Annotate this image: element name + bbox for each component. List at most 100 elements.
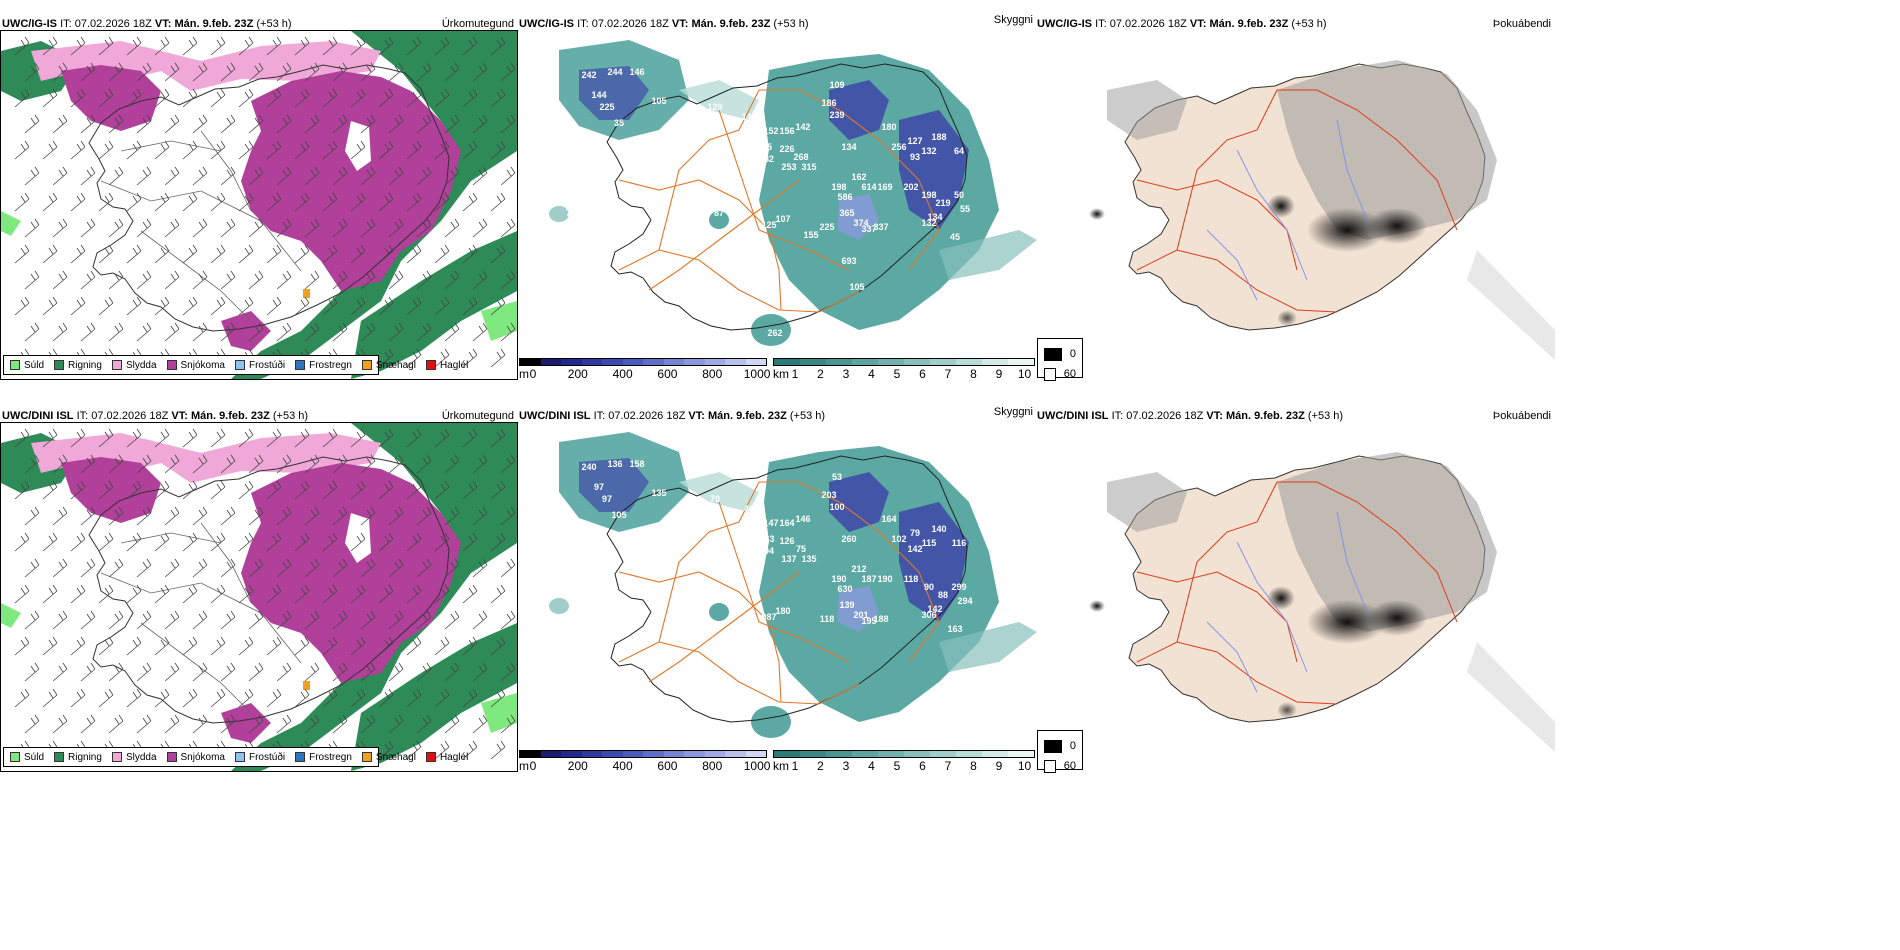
visibility-scale: km 1 2 3 4 5 6 7 8 9 10 [773, 358, 1035, 381]
height-label: 586 [837, 192, 852, 202]
height-label: 188 [931, 132, 946, 142]
cloud-legend: 0 60 [1037, 338, 1083, 381]
height-label: 136 [607, 459, 622, 469]
height-label: 93 [910, 152, 920, 162]
scale-cell [684, 751, 705, 757]
panel-title: UWC/IG-IS IT: 07.02.2026 18Z VT: Mán. 9.… [519, 18, 809, 30]
scale-tick-label: 2 [817, 759, 824, 773]
legend-swatch [295, 752, 306, 762]
height-label: 82 [764, 154, 774, 164]
scale-cell [1008, 751, 1034, 757]
legend-item: Frostúði [234, 360, 285, 371]
scale-cell [725, 359, 746, 365]
precip-type-panel-row1: UWC/IG-IS IT: 07.02.2026 18Z VT: Mán. 9.… [0, 14, 518, 380]
scale-cell [561, 751, 582, 757]
legend-swatch [361, 752, 372, 762]
height-label: 74 [566, 208, 576, 218]
scale-cells [519, 358, 767, 366]
fog-map[interactable] [1037, 30, 1555, 380]
precip-type-panel-row2: UWC/DINI ISL IT: 07.02.2026 18Z VT: Mán.… [0, 406, 518, 772]
cloud-legend-value: 0 [1069, 348, 1076, 360]
height-label: 142 [927, 604, 942, 614]
height-label: 244 [607, 67, 622, 77]
precip-legend: Súld Rigning Slydda Snjókoma Frostúði Frostre… [3, 747, 468, 767]
height-label: 45 [950, 232, 960, 242]
height-label: 109 [829, 80, 844, 90]
precip-map[interactable] [0, 30, 518, 380]
scale-tick-label: 4 [868, 759, 875, 773]
height-label: 630 [837, 584, 852, 594]
panel-parameter-label: Úrkomutegund [441, 18, 514, 30]
cloud-legend-swatch [1044, 739, 1062, 753]
legend-item: Slydda [111, 752, 157, 763]
height-label: 147 [763, 518, 778, 528]
height-label: 201 [853, 610, 868, 620]
legend-swatch [54, 752, 65, 762]
legend-swatch [425, 752, 436, 762]
scale-cell [725, 751, 746, 757]
height-label: 97 [602, 494, 612, 504]
scale-unit: km [773, 367, 789, 381]
scale-cell [774, 751, 800, 757]
legend-label: Haglél [439, 751, 469, 763]
height-label: 125 [761, 220, 776, 230]
scale-tick-label: 10 [1017, 759, 1032, 773]
panel-title: UWC/IG-IS IT: 07.02.2026 18Z VT: Mán. 9.… [1037, 18, 1327, 30]
height-label: 262 [767, 328, 782, 338]
legend-swatch [111, 360, 122, 370]
cloud-legend-value: 60 [1063, 760, 1076, 772]
fog-map[interactable] [1037, 422, 1555, 772]
legend-swatch [295, 360, 306, 370]
height-label: 132 [921, 218, 936, 228]
legend-label: Frostúði [248, 751, 286, 763]
precip-map[interactable] [0, 422, 518, 772]
height-label: 156 [779, 126, 794, 136]
height-label: 53 [832, 472, 842, 482]
precip-map-canvas [1, 31, 517, 379]
panel-title: UWC/DINI ISL IT: 07.02.2026 18Z VT: Mán.… [1037, 410, 1344, 422]
scale-tick-label: 10 [1017, 367, 1032, 381]
scale-tick-label: 600 [657, 759, 678, 773]
height-label: 115 [922, 538, 937, 548]
precip-map-canvas [1, 423, 517, 771]
legend-label: Súld [24, 751, 45, 763]
height-label: 97 [594, 482, 604, 492]
legend-item: Snjókoma [166, 360, 225, 371]
height-label: 225 [819, 222, 834, 232]
height-label: 126 [779, 536, 794, 546]
scale-tick-label: 7 [944, 367, 952, 381]
height-label: 169 [877, 182, 892, 192]
height-label: 203 [821, 490, 836, 500]
legend-item: Slydda [111, 360, 157, 371]
height-label: 94 [764, 546, 774, 556]
height-label: 105 [651, 96, 666, 106]
height-label: 87 [714, 208, 724, 218]
height-label: 70 [710, 494, 720, 504]
height-label: 90 [924, 582, 934, 592]
scale-cell [520, 751, 541, 757]
legend-label: Snjókoma [180, 751, 225, 763]
scale-cell [930, 359, 956, 365]
legend-label: Rigning [68, 751, 102, 763]
height-label: 134 [841, 142, 856, 152]
scale-labels: m 0 200 400 600 800 1000 [519, 366, 770, 381]
visibility-scale: km 1 2 3 4 5 6 7 8 9 10 [773, 750, 1035, 773]
height-label: 152 [763, 126, 778, 136]
legend-item: Haglél [425, 751, 469, 763]
scale-cell [904, 359, 930, 365]
height-label: 614 [861, 182, 876, 192]
visibility-map[interactable]: 242 244 146 144 225 105 35 129 144 109 186 239 152 15… [519, 30, 1037, 350]
height-label: 55 [960, 204, 970, 214]
scale-cell [561, 359, 582, 365]
legend-label: Rigning [68, 359, 102, 371]
height-label: 100 [829, 502, 844, 512]
scale-cell [602, 359, 623, 365]
height-label: 146 [795, 514, 810, 524]
height-label: 374 [853, 218, 868, 228]
height-label: 202 [903, 182, 918, 192]
fog-panel-row1: UWC/IG-IS IT: 07.02.2026 18Z VT: Mán. 9.… [1037, 14, 1555, 381]
height-label: 198 [831, 182, 846, 192]
scale-cell [826, 359, 852, 365]
height-scale: m 0 200 400 600 800 1000 [519, 358, 770, 381]
visibility-map[interactable]: 240 136 158 97 97 135 105 70 40 53 203 100 147 164 146… [519, 422, 1037, 742]
